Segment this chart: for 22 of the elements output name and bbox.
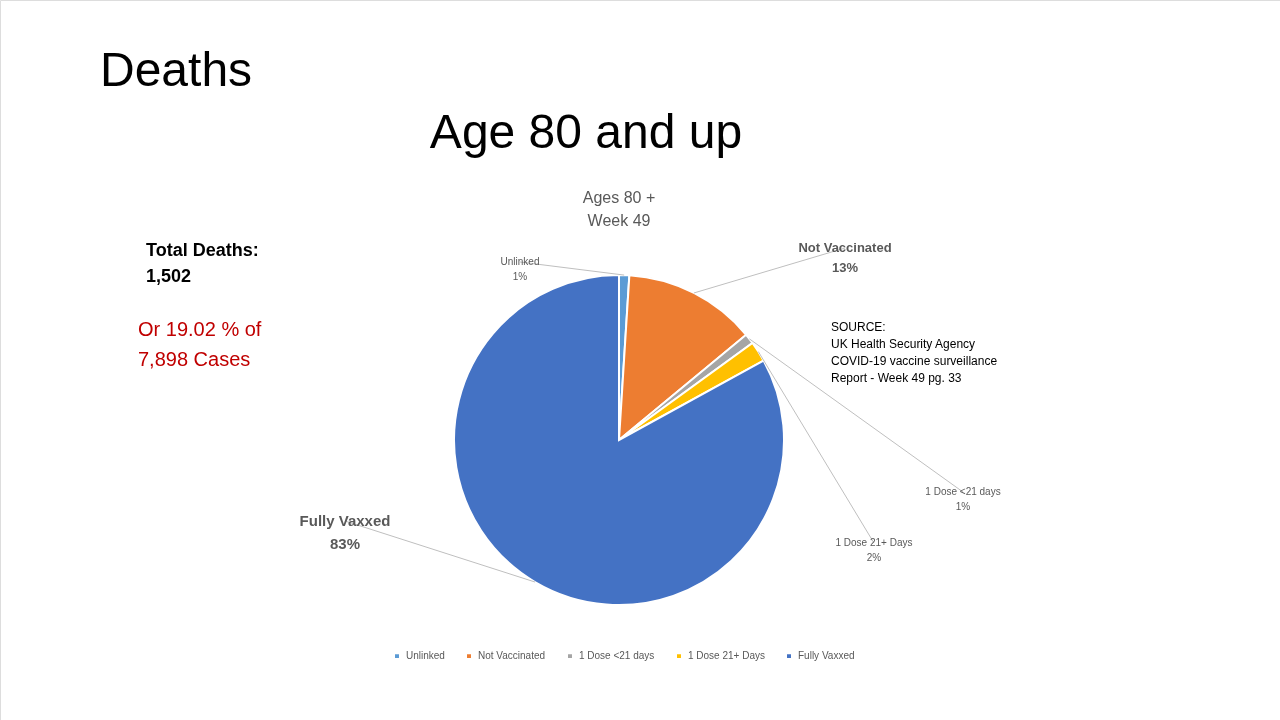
data-label: 2% (866, 552, 882, 563)
chart-title: Ages 80 + Week 49 (582, 189, 656, 229)
data-label: 1% (955, 501, 971, 512)
legend-label: Unlinked (406, 650, 445, 662)
legend-label: 1 Dose 21+ Days (688, 650, 765, 662)
text: Total Deaths: 1,502 (146, 240, 259, 286)
slice-label: 1 Dose 21+ Days (835, 537, 913, 548)
slice-label: 1 Dose <21 days (925, 486, 1001, 497)
slice-label: Fully Vaxxed (299, 512, 391, 529)
data-label: 13% (831, 259, 859, 275)
data-label: 83% (329, 534, 361, 552)
pie-slice (453, 274, 785, 606)
source-note: SOURCE: UK Health Security Agency COVID-19 vaccine surveillance Report - Week 49 pg. 33 (831, 320, 998, 385)
legend-label: 1 Dose <21 days (579, 650, 655, 662)
slice-label: Unlinked (500, 256, 540, 267)
slice-label: Not Vaccinated (798, 240, 892, 255)
text: Or 19.02 % of 7,898 Cases (138, 318, 262, 370)
text: Age 80 and up (429, 105, 743, 158)
data-label: 1% (512, 271, 528, 282)
legend-label: Fully Vaxxed (798, 650, 855, 662)
text: Deaths (100, 43, 253, 96)
legend-label: Not Vaccinated (478, 650, 546, 662)
